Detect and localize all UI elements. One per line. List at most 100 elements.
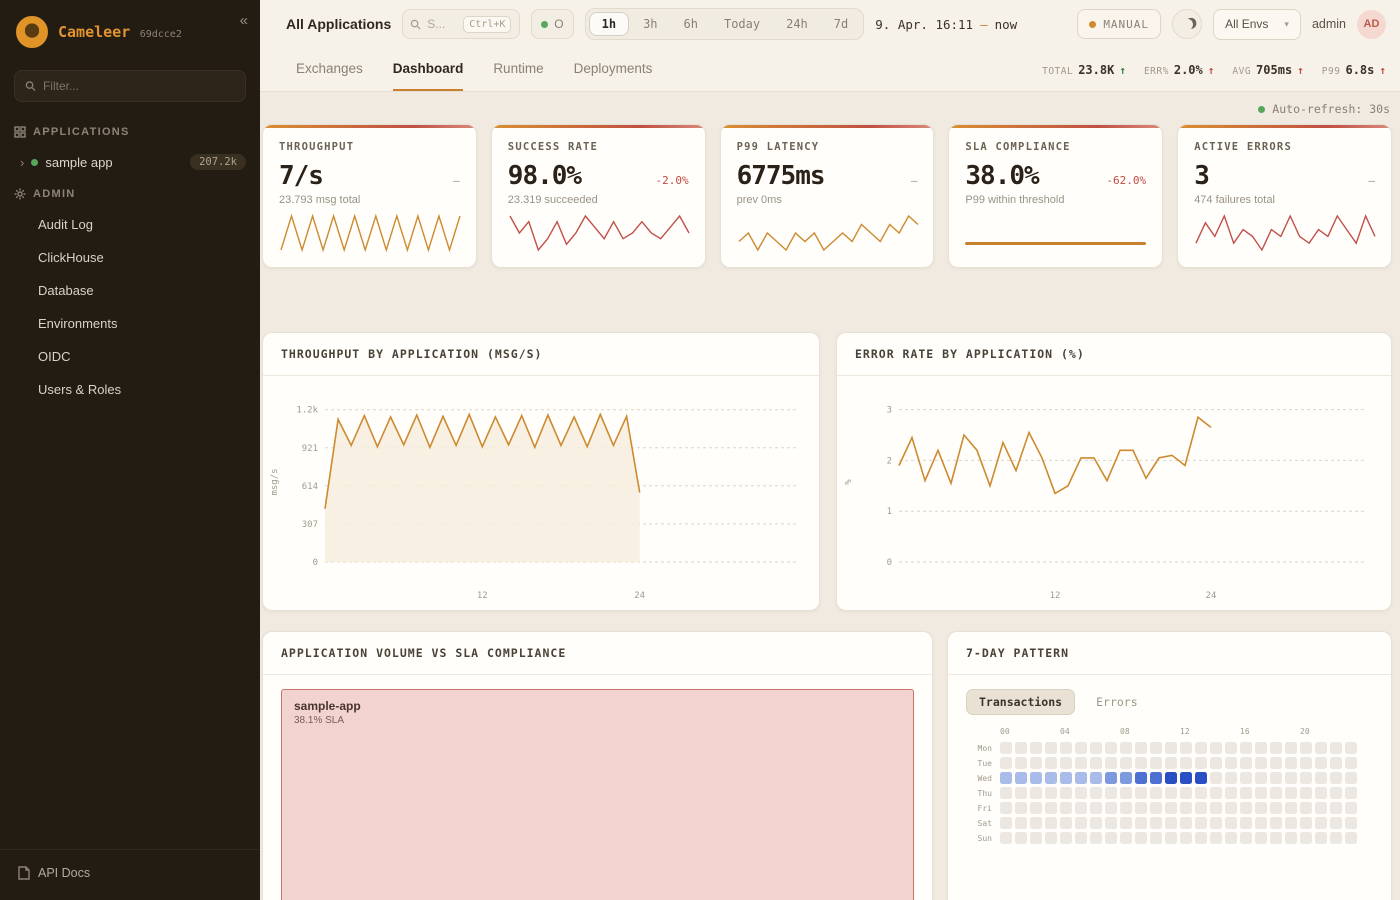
stat-avg: AVG 705ms ↑ xyxy=(1232,62,1304,77)
time-range-24h[interactable]: 24h xyxy=(774,13,820,35)
live-toggle[interactable]: O xyxy=(531,9,574,39)
kpi-accent-bar xyxy=(263,125,476,128)
chart-card-error-rate: ERROR RATE BY APPLICATION (%) 0 1 2 3 12 24% xyxy=(836,332,1392,611)
sidebar-item-database[interactable]: Database xyxy=(38,283,94,298)
sidebar-item-environments[interactable]: Environments xyxy=(38,316,118,331)
manual-status-dot xyxy=(1089,20,1097,28)
kpi-subtext: prev 0ms xyxy=(736,194,782,206)
app-count-badge: 207.2k xyxy=(190,154,246,170)
time-range-6h[interactable]: 6h xyxy=(672,13,710,35)
sidebar-item-audit-log[interactable]: Audit Log xyxy=(38,217,93,232)
kpi-delta: -62.0% xyxy=(1106,174,1147,187)
app-logo-title: Cameleer xyxy=(58,22,131,41)
chart-card-throughput: THROUGHPUT BY APPLICATION (MSG/S) 0 307 61… xyxy=(262,332,820,611)
svg-text:msg/s: msg/s xyxy=(270,468,280,495)
kpi-accent-bar xyxy=(720,125,934,128)
throughput-line-chart: 0 307 614 921 1.2k 12 24 msg/s xyxy=(270,406,797,601)
kpi-card-success-rate: SUCCESS RATE 98.0% -2.0% 23.319 succeeded xyxy=(490,124,706,268)
tab-dashboard[interactable]: Dashboard xyxy=(392,48,464,91)
sidebar-app-label: sample app xyxy=(45,154,113,170)
time-range-today[interactable]: Today xyxy=(712,13,772,35)
dark-mode-toggle[interactable] xyxy=(1172,9,1203,39)
applications-icon xyxy=(14,126,26,138)
svg-text:12: 12 xyxy=(1050,591,1061,601)
svg-text:%: % xyxy=(844,479,854,485)
app-logo-version: 69dcce2 xyxy=(139,28,182,40)
chevron-right-icon[interactable]: › xyxy=(20,154,25,170)
kpi-subtext: 23.319 succeeded xyxy=(507,194,598,206)
treemap-node[interactable]: sample-app 38.1% SLA xyxy=(281,689,914,900)
avatar[interactable]: AD xyxy=(1357,9,1386,39)
arrow-up-icon: ↑ xyxy=(1207,63,1215,77)
document-icon xyxy=(18,866,30,880)
heatmap-grid: 00 04 08 12 16 20 Mon Tue Wed Thu Fri Sat Sun xyxy=(948,725,1391,844)
tab-runtime[interactable]: Runtime xyxy=(493,61,544,76)
kpi-value: 7/s xyxy=(279,161,324,191)
treemap-node-sub: 38.1% SLA xyxy=(294,715,345,726)
kpi-value: 6775ms xyxy=(736,161,826,191)
heatmap-tab-errors[interactable]: Errors xyxy=(1083,689,1151,715)
sidebar-item-sample-app[interactable]: › sample app 207.2k xyxy=(0,146,260,178)
treemap-card: APPLICATION VOLUME VS SLA COMPLIANCE sam… xyxy=(262,631,933,900)
manual-mode-button[interactable]: MANUAL xyxy=(1077,9,1162,39)
api-docs-link[interactable]: API Docs xyxy=(0,849,260,900)
applications-section-header: APPLICATIONS xyxy=(0,116,260,146)
sidebar-filter-input[interactable] xyxy=(42,79,235,93)
chevron-down-icon: ▾ xyxy=(1284,18,1289,29)
refresh-status-dot xyxy=(1258,105,1266,113)
search-input[interactable] xyxy=(427,17,458,31)
date-to: now xyxy=(994,16,1018,32)
sidebar-item-oidc[interactable]: OIDC xyxy=(38,349,71,364)
date-from: 9. Apr. 16:11 xyxy=(875,16,974,32)
kpi-subtext: P99 within threshold xyxy=(965,194,1065,206)
bottom-row: APPLICATION VOLUME VS SLA COMPLIANCE sam… xyxy=(262,631,1392,900)
svg-text:1: 1 xyxy=(887,507,892,517)
sidebar-item-users-roles[interactable]: Users & Roles xyxy=(38,382,122,397)
main-area: All Applications Ctrl+K O 1h 3h 6h Today… xyxy=(260,0,1400,900)
kpi-card-throughput: THROUGHPUT 7/s – 23.793 msg total xyxy=(262,124,477,268)
heatmap-tab-transactions[interactable]: Transactions xyxy=(966,689,1076,715)
time-range-3h[interactable]: 3h xyxy=(631,13,669,35)
date-range[interactable]: 9. Apr. 16:11 – now xyxy=(875,17,1017,32)
tab-exchanges[interactable]: Exchanges xyxy=(296,61,363,76)
global-search[interactable]: Ctrl+K xyxy=(402,9,521,39)
sidebar-item-clickhouse[interactable]: ClickHouse xyxy=(38,250,104,265)
time-range-group: 1h 3h 6h Today 24h 7d xyxy=(584,8,865,40)
sidebar-collapse-button[interactable]: « xyxy=(239,12,248,29)
kpi-accent-bar xyxy=(1178,125,1391,128)
tabsbar: Exchanges Dashboard Runtime Deployments … xyxy=(260,48,1400,92)
admin-section-header: ADMIN xyxy=(0,178,260,208)
sla-accent-rule xyxy=(965,242,1147,245)
date-separator: – xyxy=(980,16,988,32)
heatmap-card: 7-DAY PATTERN Transactions Errors 00 04 08… xyxy=(947,631,1392,900)
treemap-title: APPLICATION VOLUME VS SLA COMPLIANCE xyxy=(263,632,932,675)
svg-text:24: 24 xyxy=(634,591,645,601)
tab-deployments[interactable]: Deployments xyxy=(573,61,653,76)
charts-row: THROUGHPUT BY APPLICATION (MSG/S) 0 307 61… xyxy=(262,332,1392,611)
stat-p99: P99 6.8s ↑ xyxy=(1321,62,1386,77)
kpi-value: 3 xyxy=(1194,161,1210,191)
time-range-1h[interactable]: 1h xyxy=(588,12,630,36)
kpi-delta: – xyxy=(910,174,918,187)
kpi-value: 38.0% xyxy=(965,161,1039,191)
arrow-up-icon: ↑ xyxy=(1119,63,1126,77)
kpi-card-sla-compliance: SLA COMPLIANCE 38.0% -62.0% P99 within th… xyxy=(948,124,1164,268)
auto-refresh-indicator: Auto-refresh: 30s xyxy=(262,98,1392,124)
dashboard-content: Auto-refresh: 30s THROUGHPUT 7/s – 23.793… xyxy=(260,92,1400,900)
kpi-accent-bar xyxy=(949,125,1163,128)
time-range-7d[interactable]: 7d xyxy=(822,13,860,35)
kpi-delta: – xyxy=(1368,174,1375,187)
svg-text:0: 0 xyxy=(313,558,318,568)
kpi-card-active-errors: ACTIVE ERRORS 3– 474 failures total xyxy=(1177,124,1392,268)
moon-icon xyxy=(1180,17,1193,30)
kpi-card-p99-latency: P99 LATENCY 6775ms – prev 0ms xyxy=(719,124,935,268)
sidebar-filter[interactable] xyxy=(14,70,246,102)
sidebar: Cameleer 69dcce2 « APPLICATIONS › sample… xyxy=(0,0,260,900)
chart-title: THROUGHPUT BY APPLICATION (MSG/S) xyxy=(263,333,819,376)
topbar: All Applications Ctrl+K O 1h 3h 6h Today… xyxy=(260,0,1400,48)
svg-text:12: 12 xyxy=(477,591,488,601)
kpi-delta: -2.0% xyxy=(655,174,689,187)
kpi-delta: – xyxy=(453,174,460,187)
kpi-row: THROUGHPUT 7/s – 23.793 msg total SUCCESS… xyxy=(262,124,1392,268)
env-select[interactable]: All Envs ▾ xyxy=(1213,8,1301,40)
